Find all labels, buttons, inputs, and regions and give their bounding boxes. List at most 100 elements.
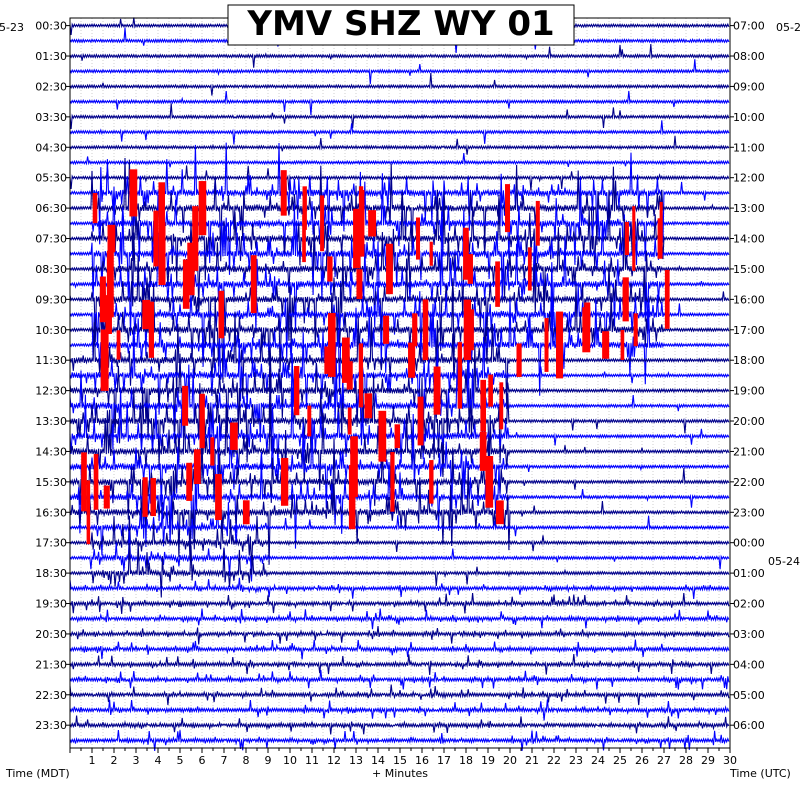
x-axis-label: + Minutes [372, 767, 428, 780]
right-time-label: 12:00 [733, 172, 765, 185]
right-time-label: 13:00 [733, 202, 765, 215]
trace-line [69, 466, 730, 565]
left-time-label: 18:30 [35, 567, 67, 580]
chart-title: YMV SHZ WY 01 [246, 4, 554, 44]
trace-line [69, 353, 730, 450]
x-tick-label: 23 [569, 754, 583, 767]
clipped-signal [479, 431, 487, 471]
right-time-label: 10:00 [733, 111, 765, 124]
trace-line [69, 669, 730, 690]
right-time-label: 07:00 [733, 20, 765, 33]
clipped-signal [359, 189, 365, 257]
left-time-label: 08:30 [35, 263, 67, 276]
x-tick-label: 11 [305, 754, 319, 767]
x-tick-label: 9 [265, 754, 272, 767]
clipped-signal [86, 480, 91, 545]
clipped-signal [186, 462, 193, 501]
clipped-signal [193, 449, 201, 485]
clipped-signal [417, 396, 424, 446]
trace-line [69, 103, 730, 130]
x-tick-label: 27 [657, 754, 671, 767]
clipped-signal [158, 222, 166, 286]
clipped-signal [150, 478, 156, 517]
x-tick-label: 2 [111, 754, 118, 767]
clipped-signal [527, 247, 532, 291]
left-time-label: 20:30 [35, 628, 67, 641]
clipped-signal [250, 255, 257, 314]
right-time-label: 06:00 [733, 719, 765, 732]
clipped-signal [346, 361, 353, 390]
left-time-label: 14:30 [35, 445, 67, 458]
trace-line [69, 514, 730, 571]
title-box [227, 4, 575, 46]
clipped-signal [356, 269, 363, 300]
x-tick-label: 19 [481, 754, 495, 767]
clipped-signal [415, 217, 421, 260]
clipped-signal [412, 313, 418, 347]
x-tick-label: 1 [89, 754, 96, 767]
trace-line [69, 185, 730, 284]
trace-line [69, 495, 730, 556]
right-time-label: 23:00 [733, 506, 765, 519]
clipped-signal [383, 315, 390, 344]
clipped-signal [199, 393, 205, 449]
trace-line [69, 90, 730, 116]
clipped-signal [218, 290, 225, 339]
clipped-signal [433, 366, 441, 415]
clipped-signal [466, 309, 474, 351]
clipped-signal [342, 337, 350, 383]
trace-line [69, 625, 730, 645]
trace-line [69, 262, 730, 367]
clipped-signal [408, 342, 416, 378]
left-axis-label: Time (MDT) [5, 767, 70, 780]
trace-line [69, 653, 730, 675]
x-tick-label: 17 [437, 754, 451, 767]
x-tick-label: 25 [613, 754, 627, 767]
clipped-signal [633, 313, 638, 347]
left-time-label: 01:30 [35, 50, 67, 63]
right-time-label: 17:00 [733, 324, 765, 337]
trace-line [69, 135, 730, 155]
right-time-label: 02:00 [733, 598, 765, 611]
trace-line [69, 232, 730, 336]
clipped-signal [242, 500, 250, 525]
clipped-signal [353, 208, 361, 269]
clipped-signal [320, 195, 325, 252]
trace-line [69, 254, 730, 351]
left-time-label: 05:30 [35, 172, 67, 185]
clipped-signal [429, 460, 434, 504]
trace-line [69, 142, 730, 243]
clipped-signal [280, 170, 287, 216]
x-tick-label: 21 [525, 754, 539, 767]
clipped-signal [505, 184, 511, 233]
clipped-signal [624, 221, 629, 256]
clipped-signal [488, 374, 493, 407]
x-tick-label: 18 [459, 754, 473, 767]
x-tick-label: 24 [591, 754, 605, 767]
clipped-signal [182, 259, 190, 309]
clipped-signal [390, 452, 395, 512]
left-time-label: 09:30 [35, 293, 67, 306]
trace-line [69, 530, 730, 582]
clipped-signal [107, 224, 116, 253]
clipped-signal [457, 342, 463, 409]
clipped-signal [327, 256, 333, 282]
clipped-signal [142, 299, 151, 330]
clipped-signal [429, 241, 433, 266]
clipped-signal [394, 424, 401, 449]
clipped-signal [192, 206, 199, 271]
right-time-label: 08:00 [733, 50, 765, 63]
left-time-label: 21:30 [35, 658, 67, 671]
left-time-label: 13:30 [35, 415, 67, 428]
left-time-label: 03:30 [35, 111, 67, 124]
x-tick-label: 15 [393, 754, 407, 767]
right-time-label: 05:00 [733, 689, 765, 702]
right-axis-label: Time (UTC) [729, 767, 791, 780]
left-time-label: 04:30 [35, 141, 67, 154]
x-tick-label: 13 [349, 754, 363, 767]
trace-line [69, 451, 730, 549]
clipped-signal [99, 276, 106, 323]
clipped-signal [307, 405, 312, 437]
left-time-labels: 00:30 01:30 02:30 03:30 04:30 05:30 06:30 07:30… [35, 20, 70, 732]
